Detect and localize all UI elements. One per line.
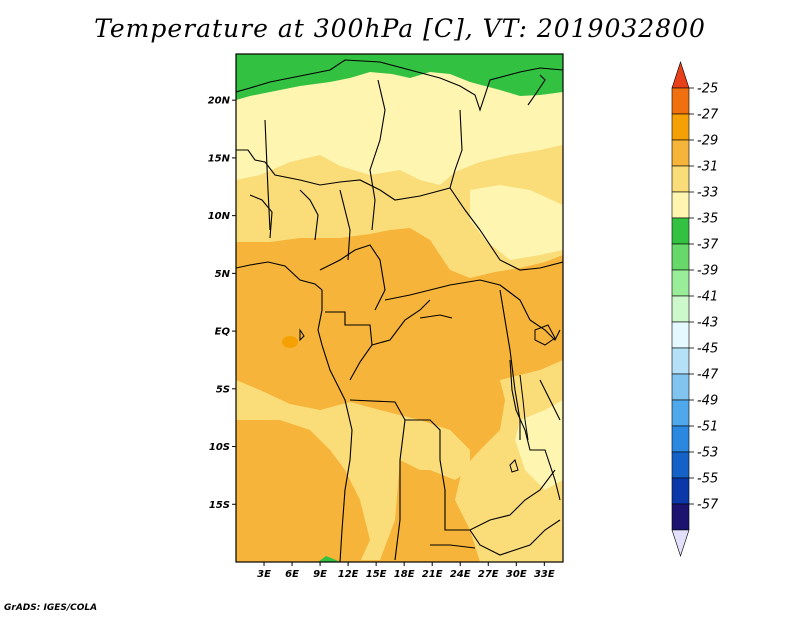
field-zone-33-35 [236,54,563,185]
colorbar-swatch [671,477,690,505]
colorbar-label: -25 [697,82,718,97]
y-tick-label: 5S [216,384,230,395]
colorbar-swatch [671,217,690,245]
field-zone-35-37-south [318,556,340,562]
colorbar-label: -37 [697,238,719,253]
x-tick-label: 6E [285,569,299,580]
colorbar-swatch [671,373,690,401]
chart-title: Temperature at 300hPa [C], VT: 201903280… [94,14,706,43]
y-tick-label: 5N [215,269,231,280]
colorbar-label: -55 [697,472,718,487]
colorbar-swatch [671,191,690,219]
colorbar-label: -41 [697,290,718,305]
colorbar-label: -43 [697,316,718,331]
colorbar-label: -33 [697,186,718,201]
colorbar-label: -29 [697,134,718,149]
x-axis: 3E 6E 9E 12E 15E 18E 21E 24E 27E 30E 33E [257,562,555,580]
temperature-field [236,54,563,562]
x-tick-label: 15E [366,569,387,580]
lakes [299,314,556,473]
colorbar-label: -51 [697,420,718,435]
colorbar-swatch [671,425,690,453]
colorbar-label: -31 [697,160,718,175]
y-tick-label: 15N [208,153,231,164]
x-tick-label: 21E [422,569,443,580]
y-tick-label: 20N [208,96,231,107]
field-zone-29-31-sw [236,420,370,562]
colorbar-swatch [671,139,690,167]
colorbar-swatch [671,399,690,427]
colorbar-swatch [671,113,690,141]
colorbar-label: -39 [697,264,718,279]
colorbar-swatch [671,503,690,531]
colorbar: -25 -27 -29 -31 -33 -35 -37 -39 -41 -43 -45 -47 -49 -… [671,61,719,557]
colorbar-swatch [671,165,690,193]
colorbar-bottom-arrow [671,529,690,557]
colorbar-label: -49 [697,394,718,409]
colorbar-swatch [671,451,690,479]
field-zone-35-37 [236,54,563,100]
field-zone-31-33-south [455,360,563,562]
colorbar-swatch [671,87,690,115]
colorbar-swatch [671,347,690,375]
colorbar-top-arrow [671,61,690,89]
colorbar-swatch [671,321,690,349]
y-tick-label: 15S [209,500,230,511]
x-tick-label: 27E [478,569,499,580]
grads-credit: GrADS: IGES/COLA [4,603,98,613]
x-tick-label: 30E [506,569,527,580]
map-frame [235,53,564,563]
x-tick-label: 9E [313,569,327,580]
field-zone-33-35-east [470,185,563,260]
colorbar-label: -47 [697,368,719,383]
colorbar-label: -45 [697,342,718,357]
colorbar-swatch [671,243,690,271]
y-axis: 20N 15N 10N 5N EQ 5S 10S 15S [208,96,236,511]
colorbar-label: -35 [697,212,718,227]
y-tick-label: 10N [208,211,231,222]
field-zone-31-33-west [236,390,270,418]
y-tick-label: 10S [209,442,230,453]
y-tick-label: EQ [215,327,231,338]
borders [236,59,563,562]
x-tick-label: 3E [257,569,271,580]
field-zone-27-29 [282,336,298,348]
colorbar-label: -57 [697,498,719,513]
colorbar-swatch [671,295,690,323]
colorbar-label: -53 [697,446,718,461]
x-tick-label: 24E [450,569,471,580]
colorbar-swatch [671,269,690,297]
x-tick-label: 12E [338,569,359,580]
x-tick-label: 33E [534,569,555,580]
x-tick-label: 18E [394,569,415,580]
colorbar-label: -27 [697,108,719,123]
